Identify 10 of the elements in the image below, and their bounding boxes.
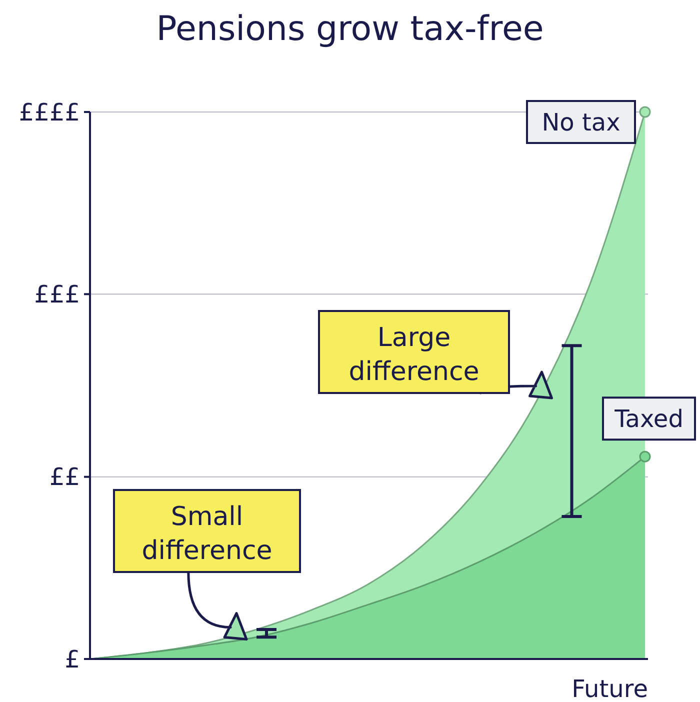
series-label: No tax bbox=[542, 108, 620, 136]
ref-line-label: £££ bbox=[34, 280, 80, 309]
ref-line-label: ££££ bbox=[18, 98, 80, 126]
annotation: Large difference bbox=[348, 323, 480, 387]
series-label: Taxed bbox=[614, 405, 684, 434]
ref-line-label: £ bbox=[64, 645, 80, 674]
x-axis-title: Future bbox=[572, 675, 648, 702]
ref-line-label: ££ bbox=[49, 463, 80, 492]
chart-title: Pensions grow tax-free bbox=[156, 9, 544, 49]
annotation: Small difference bbox=[142, 502, 272, 566]
